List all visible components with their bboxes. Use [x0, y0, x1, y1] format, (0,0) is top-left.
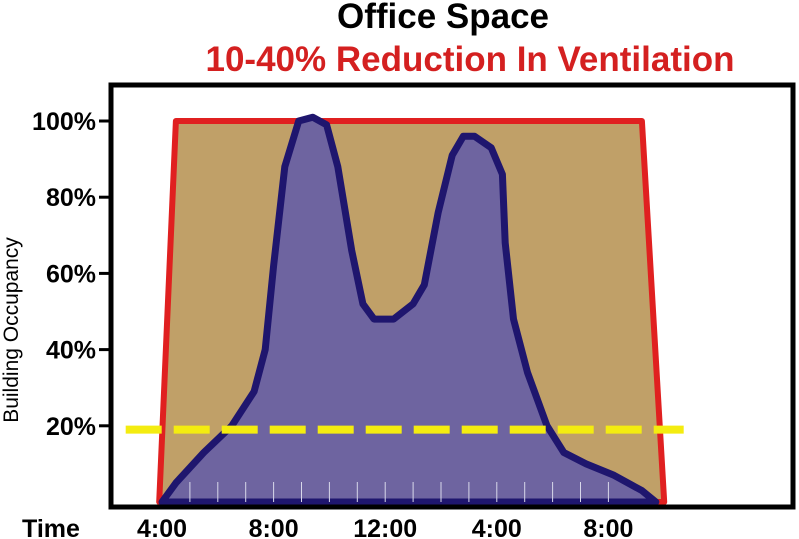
y-tick-label: 100%	[32, 108, 96, 136]
chart-subtitle: 10-40% Reduction In Ventilation	[206, 40, 735, 79]
x-axis-label: Time	[22, 515, 80, 539]
chart-title: Office Space	[337, 0, 549, 36]
occupancy-area	[158, 113, 660, 506]
x-tick-label: 8:00	[249, 515, 299, 539]
y-axis-label: Building Occupancy	[0, 237, 23, 423]
x-tick-label: 8:00	[583, 515, 633, 539]
x-tick-label: 4:00	[137, 515, 187, 539]
x-axis-ticks: 4:00 8:00 12:00 4:00 8:00	[137, 515, 633, 539]
minor-ticks	[189, 482, 609, 502]
x-tick-label: 4:00	[472, 515, 522, 539]
x-tick-label: 12:00	[353, 515, 417, 539]
y-tick-label: 60%	[46, 260, 96, 288]
y-tick-label: 40%	[46, 337, 96, 365]
y-axis-ticks: 100% 80% 60% 40% 20%	[32, 108, 111, 441]
plot-frame	[108, 82, 796, 510]
y-tick-label: 20%	[46, 413, 96, 441]
y-tick-label: 80%	[46, 184, 96, 212]
